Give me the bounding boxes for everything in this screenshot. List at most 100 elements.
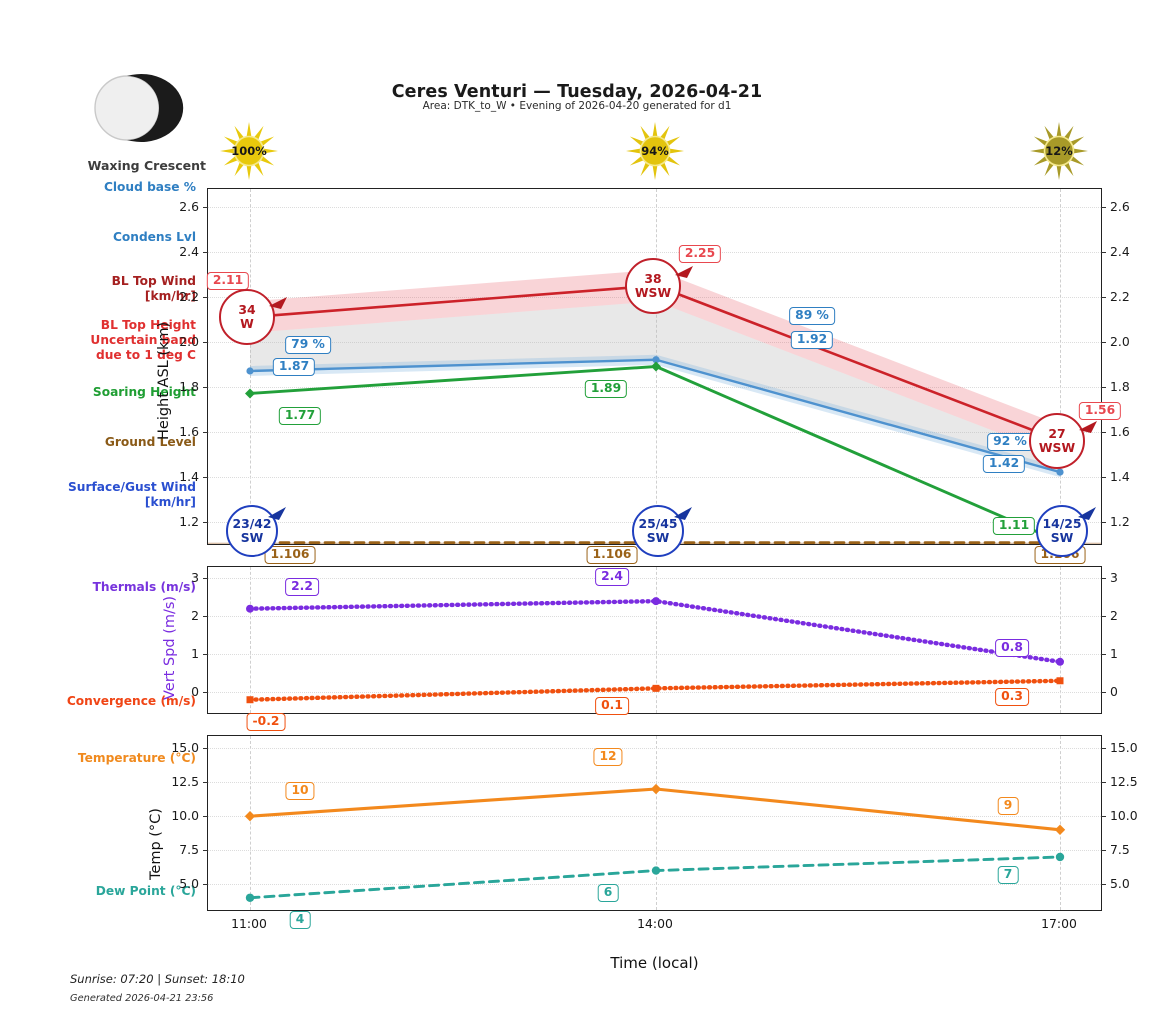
- ytick-label-left-5: 2.2: [179, 288, 199, 304]
- ytick-label-left-0: 1.2: [179, 513, 199, 529]
- bl-top-wind-marker-1: 38 WSW: [625, 257, 681, 314]
- gridline-h-1: [208, 476, 1101, 478]
- value-cloud-base-pct-14: 89 %: [789, 306, 835, 325]
- ytick-left-3: [203, 782, 208, 784]
- ytick-left-7: [203, 206, 208, 208]
- ytick-label-right-4: 15.0: [1110, 740, 1138, 756]
- legend-temperature: Temperature (°C): [77, 751, 196, 765]
- bl-top-wind-speed-0: 34: [238, 302, 256, 318]
- ytick-left-2: [203, 616, 208, 618]
- ytick-label-right-3: 12.5: [1110, 774, 1138, 790]
- ytick-left-0: [203, 692, 208, 694]
- value-dew-point-17: 7: [997, 865, 1019, 884]
- value-ground-level-11: 1.106: [264, 545, 316, 564]
- ytick-label-left-3: 3: [191, 570, 199, 586]
- height-axis-title: Height ASL (km): [156, 321, 172, 440]
- legend-condens-lvl: Condens Lvl: [112, 230, 196, 244]
- sun-icon-17: 12%: [1028, 120, 1090, 182]
- legend-thermals: Thermals (m/s): [92, 580, 196, 594]
- value-bl-top-height-17: 1.56: [1078, 401, 1122, 420]
- ytick-right-4: [1101, 341, 1106, 343]
- ytick-right-0: [1101, 521, 1106, 523]
- sun-icon-11: 100%: [218, 120, 280, 182]
- ytick-left-6: [203, 251, 208, 253]
- ytick-left-5: [203, 296, 208, 298]
- ytick-label-right-0: 1.2: [1110, 513, 1130, 529]
- gridline-v-2: [1060, 736, 1061, 910]
- ytick-label-left-7: 2.6: [179, 198, 199, 214]
- bl-top-wind-speed-1: 38: [644, 270, 662, 286]
- ytick-right-3: [1101, 386, 1106, 388]
- page-title: Ceres Venturi — Tuesday, 2026-04-21: [391, 82, 763, 102]
- gridline-h-2: [208, 816, 1101, 818]
- gridline-v-0: [250, 189, 251, 544]
- ytick-left-3: [203, 578, 208, 580]
- ytick-label-left-2: 1.6: [179, 423, 199, 439]
- gridline-v-2: [1060, 189, 1061, 544]
- ytick-label-right-0: 5.0: [1110, 876, 1130, 892]
- value-condens-lvl-17: 1.42: [982, 455, 1026, 474]
- ytick-left-3: [203, 386, 208, 388]
- legend-convergence: Convergence (m/s): [66, 694, 196, 708]
- xtick-14: 14:00: [637, 916, 673, 931]
- surface-wind-speed-1: 25/45: [638, 515, 678, 531]
- ytick-right-4: [1101, 748, 1106, 750]
- value-ground-level-14: 1.106: [586, 545, 638, 564]
- ytick-right-7: [1101, 206, 1106, 208]
- bl-top-wind-marker-0: 34 W: [219, 289, 275, 346]
- value-thermals-14: 2.4: [595, 568, 629, 587]
- legend-cloud-base-pct: Cloud base %: [103, 180, 196, 194]
- ytick-label-right-3: 3: [1110, 570, 1118, 586]
- moon-phase-label: Waxing Crescent: [87, 158, 206, 173]
- legend-bl-top-height: BL Top Height Uncertain band due to 1 de…: [90, 318, 196, 362]
- ytick-label-right-1: 1.4: [1110, 468, 1130, 484]
- xtick-11: 11:00: [231, 916, 267, 931]
- legend-surface-gust-wind: Surface/Gust Wind [km/hr]: [68, 480, 196, 509]
- ytick-label-left-4: 2.0: [179, 333, 199, 349]
- ytick-right-0: [1101, 884, 1106, 886]
- gridline-h-4: [208, 748, 1101, 750]
- value-condens-lvl-11: 1.87: [272, 357, 316, 376]
- page-subtitle: Area: DTK_to_W • Evening of 2026-04-20 g…: [422, 100, 732, 112]
- sun-icon-14: 94%: [624, 120, 686, 182]
- ytick-label-left-1: 1: [191, 646, 199, 662]
- ytick-left-1: [203, 476, 208, 478]
- gridline-h-6: [208, 251, 1101, 253]
- ytick-label-right-6: 2.4: [1110, 243, 1130, 259]
- temp-axis-title: Temp (°C): [148, 808, 164, 880]
- value-dew-point-14: 6: [597, 883, 619, 902]
- value-soaring-height-14: 1.89: [584, 379, 628, 398]
- ytick-label-right-1: 1: [1110, 646, 1118, 662]
- surface-wind-dir-0: SW: [240, 529, 264, 545]
- surface-wind-speed-0: 23/42: [232, 515, 272, 531]
- value-condens-lvl-14: 1.92: [790, 330, 834, 349]
- ytick-label-left-4: 15.0: [171, 740, 199, 756]
- vertspd-chart-panel: 0 0 1 1 2 2 3 3 2.2 2.4 0.8 -0.2 0.1 0.3: [191, 566, 1118, 731]
- gridline-h-7: [208, 206, 1101, 208]
- gridline-h-2: [208, 431, 1101, 433]
- bl-top-wind-marker-2: 27 WSW: [1029, 412, 1085, 469]
- value-soaring-height-17: 1.11: [992, 516, 1036, 535]
- value-convergence-14: 0.1: [595, 697, 629, 716]
- gridline-v-1: [656, 736, 657, 910]
- bl-top-wind-dir-1: WSW: [634, 284, 672, 300]
- gridline-h-3: [208, 578, 1101, 580]
- ytick-left-4: [203, 341, 208, 343]
- legend-dew-point: Dew Point (°C): [95, 884, 196, 898]
- ytick-label-left-0: 0: [191, 684, 199, 700]
- ytick-left-0: [203, 521, 208, 523]
- ytick-label-left-6: 2.4: [179, 243, 199, 259]
- ytick-label-right-2: 10.0: [1110, 808, 1138, 824]
- gridline-h-3: [208, 386, 1101, 388]
- xtick-17: 17:00: [1041, 916, 1077, 931]
- ytick-label-left-2: 2: [191, 608, 199, 624]
- value-cloud-base-pct-11: 79 %: [285, 335, 331, 354]
- ytick-left-1: [203, 654, 208, 656]
- gridline-h-0: [208, 692, 1101, 694]
- gridline-v-2: [1060, 567, 1061, 713]
- gridline-v-1: [656, 567, 657, 713]
- value-thermals-17: 0.8: [995, 638, 1029, 657]
- value-bl-top-height-11: 2.11: [206, 272, 250, 291]
- value-thermals-11: 2.2: [285, 577, 319, 596]
- surface-wind-marker-0: 23/42 SW: [226, 504, 278, 557]
